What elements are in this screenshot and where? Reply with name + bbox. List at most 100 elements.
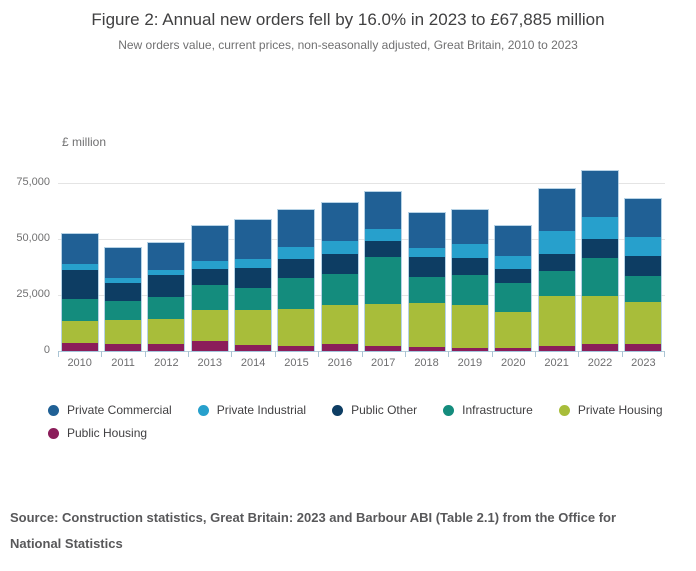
bar-2013 [191,226,228,351]
segment-2022-private-industrial [581,216,618,240]
legend-item-infrastructure: Infrastructure [443,403,533,417]
x-axis-tick [144,351,146,357]
legend-dot-icon [332,404,344,416]
x-label-2017: 2017 [370,357,396,369]
segment-2021-private-commercial [538,189,575,231]
segment-2010-public-other [61,269,98,300]
bar-column-2015 [275,160,318,351]
x-label-2012: 2012 [154,357,179,369]
segment-2012-public-other [148,275,185,297]
legend-dot-icon [443,404,455,416]
x-axis-tick [448,351,450,357]
bar-2020 [495,226,532,351]
segment-2018-public-housing [408,346,445,351]
segment-2016-public-other [321,254,358,275]
segment-2010-private-industrial [61,264,98,270]
segment-2014-infrastructure [235,288,272,311]
bar-column-2017 [362,160,405,351]
segment-2022-private-housing [581,295,618,345]
x-label-2019: 2019 [457,357,483,369]
bar-2012 [148,242,185,351]
x-axis-tick [404,351,406,357]
bar-column-2019 [448,160,491,351]
x-axis-tick [534,351,536,357]
x-label-2018: 2018 [414,357,439,369]
segment-2013-private-commercial [191,226,228,261]
y-tick-label-75000: 75,000 [16,176,50,188]
segment-2016-private-industrial [321,241,358,255]
legend-label: Infrastructure [462,403,533,417]
segment-2015-private-housing [278,309,315,346]
bar-2015 [278,210,315,351]
bar-2018 [408,213,445,351]
bar-column-2012 [145,160,188,351]
segment-2012-private-housing [148,318,185,345]
source-note: Source: Construction statistics, Great B… [10,510,617,551]
x-axis-tick [578,351,580,357]
x-label-2016: 2016 [327,357,353,369]
y-tick-label-50000: 50,000 [16,232,50,244]
segment-2020-private-commercial [495,226,532,257]
segment-2023-infrastructure [625,275,662,303]
segment-2022-public-other [581,239,618,258]
x-axis-tick [664,351,665,357]
x-label-2014: 2014 [240,357,266,369]
y-axis-unit-label: £ million [62,135,107,149]
bar-column-2021 [535,160,578,351]
segment-2018-private-housing [408,302,445,347]
segment-2013-private-housing [191,310,228,341]
segment-2023-private-industrial [625,237,662,256]
segment-2012-public-housing [148,344,185,351]
segment-2023-private-housing [625,302,662,345]
segment-2013-public-other [191,269,228,285]
segment-2014-public-housing [235,344,272,351]
bar-column-2016 [318,160,361,351]
segment-2012-infrastructure [148,296,185,319]
segment-2020-public-other [495,269,532,283]
bars-container [58,160,665,351]
segment-2011-public-housing [105,344,142,351]
legend-item-private-commercial: Private Commercial [48,403,172,417]
segment-2012-private-commercial [148,242,185,270]
segment-2019-private-industrial [451,244,488,258]
bar-column-2010 [58,160,101,351]
segment-2019-public-housing [451,347,488,351]
chart-subtitle: New orders value, current prices, non-se… [118,38,578,52]
x-label-2010: 2010 [67,357,92,369]
bar-2022 [581,170,618,351]
segment-2023-private-commercial [625,198,662,238]
segment-2020-private-industrial [495,256,532,270]
segment-2022-infrastructure [581,257,618,296]
segment-2014-private-commercial [235,220,272,260]
segment-2019-private-commercial [451,209,488,245]
segment-2017-private-housing [365,303,402,346]
segment-2017-public-other [365,241,402,258]
segment-2019-public-other [451,257,488,275]
bar-column-2013 [188,160,231,351]
segment-2021-public-housing [538,346,575,351]
legend-dot-icon [48,404,59,416]
segment-2010-infrastructure [61,299,98,321]
y-tick-label-25000: 25,000 [16,288,50,300]
legend-item-public-other: Public Other [332,403,417,417]
segment-2015-public-housing [278,345,315,351]
x-axis-tick [101,351,103,357]
legend-item-public-housing: Public Housing [48,426,147,440]
segment-2022-private-commercial [581,170,618,217]
bar-2023 [625,198,662,351]
x-label-2011: 2011 [111,357,135,369]
segment-2010-public-housing [61,343,98,351]
segment-2013-private-industrial [191,260,228,270]
segment-2010-private-commercial [61,234,98,265]
x-axis-tick [274,351,276,357]
plot-area: 0 25,000 50,000 75,000 [16,160,665,357]
segment-2016-infrastructure [321,274,358,306]
legend-label: Private Industrial [216,403,307,417]
bar-column-2011 [101,160,144,351]
segment-2011-private-industrial [105,278,142,284]
segment-2014-private-industrial [235,259,272,268]
bar-column-2020 [492,160,535,351]
x-axis-tick [318,351,320,357]
bar-2010 [61,234,98,351]
